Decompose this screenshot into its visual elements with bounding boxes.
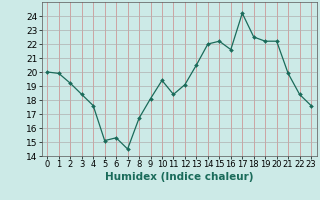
X-axis label: Humidex (Indice chaleur): Humidex (Indice chaleur) (105, 172, 253, 182)
